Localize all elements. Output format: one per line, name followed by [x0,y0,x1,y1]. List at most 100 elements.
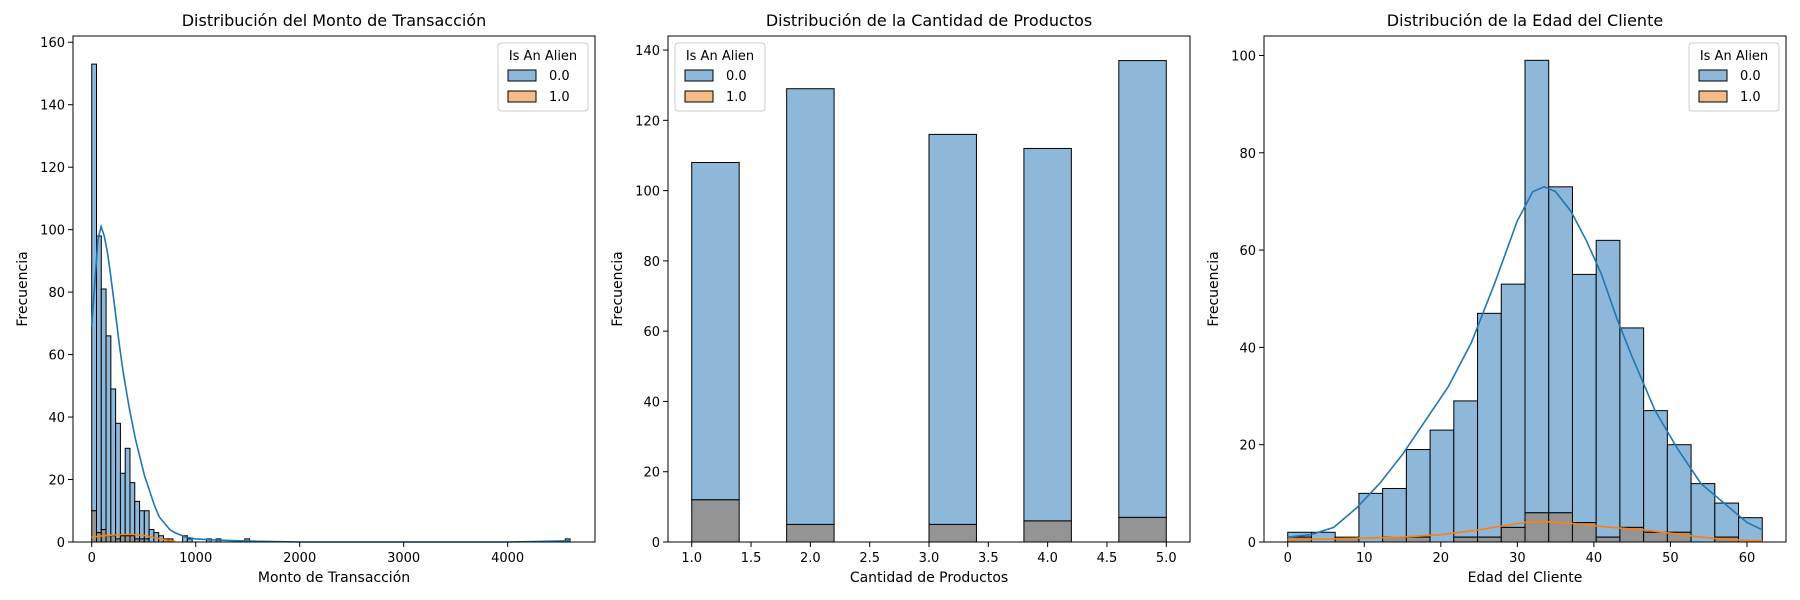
legend: Is An Alien 0.0 1.0 [497,42,589,112]
x-axis-ticks: 1.0 1.5 2.0 2.5 3.0 3.5 4.0 4.5 5.0 [681,542,1177,566]
y-tick-label: 140 [40,99,65,114]
y-tick-label: 20 [48,474,65,489]
histogram-bar-overlap [96,532,102,543]
y-tick-label: 80 [48,286,65,301]
histogram-bar [1023,147,1072,522]
x-tick-label: 4.0 [1037,551,1058,566]
kde-line-0.0 [90,223,571,543]
x-tick-label: 3.0 [919,551,940,566]
y-axis-label: Frecuencia [1206,251,1222,326]
y-tick-label: 60 [48,349,65,364]
histogram-bar-overlap [1595,536,1621,543]
histogram-bar-overlap [129,535,136,543]
histogram-bar [143,510,150,540]
x-tick-label: 3000 [387,551,420,566]
histogram-bar [1118,60,1167,518]
legend: Is An Alien 0.0 1.0 [1688,42,1780,112]
chart-title: Distribución de la Edad del Cliente [1387,11,1663,30]
kde-line-1.0 [1287,520,1763,542]
histogram-bar [115,422,121,540]
y-tick-label: 120 [40,161,65,176]
chart-title: Distribución de la Cantidad de Productos [766,11,1092,30]
histogram-bar-overlap [1643,531,1668,543]
x-tick-label: 3.5 [978,551,999,566]
histogram-bar [148,529,155,543]
legend-swatch-1 [684,90,714,103]
y-tick-label: 40 [643,395,660,410]
histogram-bar [1453,400,1479,538]
histogram-bar-overlap [1405,536,1431,543]
y-tick-label: 100 [1231,49,1256,64]
histogram-bar [105,335,112,537]
legend-swatch-1 [1698,90,1728,103]
legend-swatch-0 [1698,69,1728,82]
x-tick-label: 5.0 [1156,551,1177,566]
histogram-bar [1382,487,1407,538]
legend-label: 1.0 [549,90,570,105]
x-tick-label: 0 [1284,551,1292,566]
kde-line-0.0 [1287,185,1763,538]
x-tick-label: 50 [1662,551,1679,566]
x-axis-ticks: 0 1000 2000 3000 4000 [88,542,524,566]
chart-panel-3: Distribución de la Edad del Cliente 0 10 20… [1206,11,1787,586]
y-tick-label: 120 [635,114,660,129]
histogram-bar-overlap [1477,536,1502,543]
x-tick-label: 2000 [283,551,316,566]
x-tick-label: 1.5 [741,551,762,566]
legend-label: 1.0 [726,90,747,105]
y-tick-label: 0 [652,536,660,551]
histogram-bar-overlap [124,535,131,543]
histogram-bar [1714,502,1740,538]
y-axis-ticks: 0 20 40 60 80 100 120 140 [635,44,668,551]
histogram-bar [786,88,835,525]
y-tick-label: 140 [635,44,660,59]
y-axis-label: Frecuencia [610,251,626,326]
chart-panel-2: Distribución de la Cantidad de Productos… [610,11,1191,586]
histogram-bar-overlap [105,535,112,543]
y-axis-ticks: 0 20 40 60 80 100 120 140 160 [40,36,73,551]
histogram-bar [1571,273,1597,524]
y-tick-label: 60 [1239,244,1256,259]
bars [691,60,1167,543]
legend-title: Is An Alien [686,49,754,64]
chart-panel-1: Distribución del Monto de Transacción 0 10… [15,11,596,586]
x-tick-label: 4.5 [1097,551,1118,566]
y-tick-label: 20 [643,466,660,481]
histogram-bar [1666,444,1692,533]
legend-label: 0.0 [549,69,570,84]
x-tick-label: 60 [1739,551,1756,566]
x-tick-label: 2.5 [859,551,880,566]
histogram-bar [1548,186,1573,514]
histogram-bar [134,500,141,540]
x-tick-label: 20 [1433,551,1450,566]
histogram-bar-overlap [119,535,126,543]
axes-frame [72,35,596,543]
legend-title: Is An Alien [509,49,577,64]
histogram-bar-overlap [110,535,117,543]
histogram-bar [1643,410,1668,533]
y-tick-label: 60 [643,325,660,340]
histogram-bar-overlap [1118,516,1167,543]
x-tick-label: 30 [1509,551,1526,566]
legend-title: Is An Alien [1700,49,1768,64]
x-tick-label: 1.0 [681,551,702,566]
x-axis-label: Edad del Cliente [1468,570,1583,586]
y-tick-label: 40 [1239,341,1256,356]
x-tick-label: 4000 [491,551,524,566]
y-tick-label: 0 [1248,536,1256,551]
y-axis-ticks: 0 20 40 60 80 100 [1231,49,1264,551]
y-tick-label: 160 [40,36,65,51]
legend-swatch-1 [507,90,537,103]
histogram-bar [1500,283,1526,528]
histogram-bar-overlap [1453,536,1479,543]
x-tick-label: 10 [1356,551,1373,566]
histogram-bar [1477,312,1502,538]
histogram-bar-overlap [928,523,977,543]
y-tick-label: 100 [635,185,660,200]
legend-label: 1.0 [1740,90,1761,105]
y-tick-label: 0 [57,536,65,551]
chart-title: Distribución del Monto de Transacción [182,11,487,30]
x-tick-label: 40 [1586,551,1603,566]
y-tick-label: 100 [40,224,65,239]
